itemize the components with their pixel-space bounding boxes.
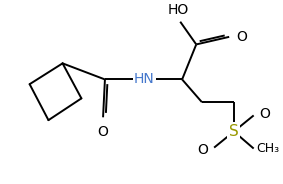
Text: S: S <box>229 124 239 139</box>
Text: O: O <box>259 107 270 121</box>
Text: O: O <box>198 144 209 158</box>
Text: HO: HO <box>168 3 189 17</box>
Text: O: O <box>236 30 247 44</box>
Text: O: O <box>98 125 108 139</box>
Text: HN: HN <box>134 72 155 86</box>
Text: CH₃: CH₃ <box>256 142 280 155</box>
